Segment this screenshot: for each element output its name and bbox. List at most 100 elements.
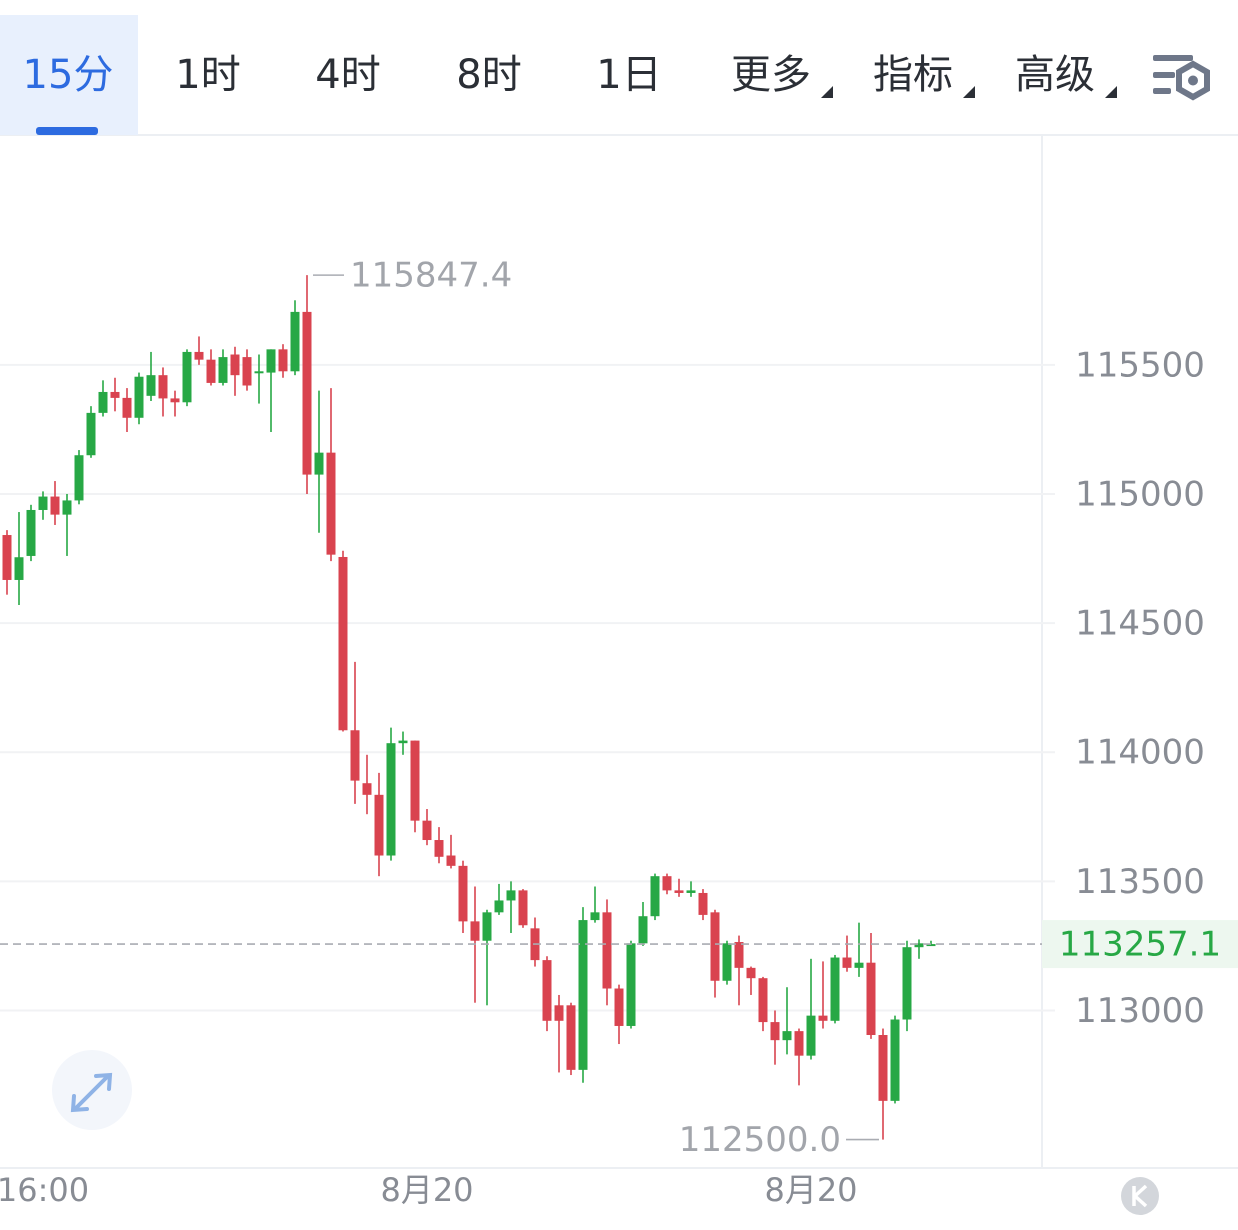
y-tick-label: 115500 (1075, 345, 1205, 385)
tab-active-bg (0, 15, 138, 135)
candle-body (890, 1019, 900, 1101)
expand-button[interactable] (52, 1050, 132, 1130)
candle-body (2, 535, 12, 580)
x-tick-label: 16:00 (0, 1171, 89, 1209)
tab-label: 更多 (731, 52, 811, 98)
candle-body (734, 942, 744, 968)
tab[interactable]: 8时 (456, 52, 521, 98)
candle-body (686, 890, 696, 893)
candle-body (122, 397, 132, 418)
candle-body (722, 943, 732, 981)
candle-body (926, 944, 936, 947)
tab[interactable]: 15分 (0, 15, 138, 135)
tab-label: 1日 (596, 52, 661, 98)
candle-body (170, 398, 180, 403)
candle-body (206, 359, 216, 383)
tab-label: 1时 (175, 52, 240, 98)
tab[interactable]: 1日 (596, 52, 661, 98)
tab-label: 指标 (873, 52, 953, 98)
candle-body (578, 920, 588, 1070)
candle-body (710, 912, 720, 981)
tab[interactable]: 高级 (1015, 52, 1117, 98)
candle-body (806, 1015, 816, 1056)
candle-body (38, 496, 48, 510)
candle-body (254, 371, 264, 374)
candle-body (338, 556, 348, 731)
candle-body (662, 876, 672, 891)
icon-bar (1153, 55, 1193, 61)
tab-label: 4时 (315, 52, 380, 98)
candle-body (650, 876, 660, 917)
candle-body (638, 916, 648, 944)
dropdown-caret (821, 86, 833, 98)
y-tick-label: 114000 (1075, 733, 1205, 773)
candle-body (146, 375, 156, 396)
candle-body (518, 890, 528, 926)
candle-body (818, 1015, 828, 1021)
candle-body (482, 912, 492, 941)
candle-body (410, 740, 420, 821)
candle-body (74, 455, 84, 501)
candle-body (470, 921, 480, 941)
candle-body (182, 351, 192, 403)
candle-body (386, 743, 396, 856)
candle-body (350, 730, 360, 781)
candle-body (842, 957, 852, 968)
candle-body (278, 349, 288, 372)
icon-bar (1153, 88, 1171, 94)
candle-body (326, 452, 336, 555)
settings-icon[interactable] (1153, 55, 1210, 101)
candle-body (770, 1022, 780, 1041)
high-marker-label: 115847.4 (350, 256, 512, 296)
tab[interactable]: 4时 (315, 52, 380, 98)
candle-body (542, 960, 552, 1021)
candle-body (506, 890, 516, 901)
icon-dot (1188, 75, 1198, 86)
candle-body (110, 391, 120, 398)
candle-body (194, 351, 204, 360)
candle-body (458, 865, 468, 922)
y-tick-label: 115000 (1075, 474, 1205, 514)
candle-body (362, 783, 372, 795)
candle-body (698, 892, 708, 915)
k-button[interactable] (1121, 1177, 1159, 1215)
tab-indicator (36, 127, 98, 135)
candle-body (758, 978, 768, 1023)
candle-body (14, 557, 24, 580)
k-glyph (1132, 1184, 1148, 1208)
expand-arrows (70, 1072, 113, 1113)
candle-body (314, 452, 324, 475)
candle-body (218, 357, 228, 383)
candle-body (242, 357, 252, 386)
candle-body (134, 376, 144, 418)
candle-body (902, 947, 912, 1020)
candle-body (398, 740, 408, 744)
candle-body (614, 988, 624, 1026)
tab[interactable]: 更多 (731, 52, 833, 98)
tab[interactable]: 指标 (873, 52, 975, 98)
candle-body (674, 890, 684, 893)
candle-body (50, 496, 60, 515)
candle-body (794, 1031, 804, 1056)
candle-body (602, 912, 612, 989)
last-price-label: 113257.1 (1059, 925, 1221, 965)
k-bg (1121, 1177, 1159, 1215)
candle-body (230, 354, 240, 376)
candle-body (374, 794, 384, 856)
candle-body (782, 1031, 792, 1041)
candle-body (302, 311, 312, 475)
candle-body (86, 412, 96, 456)
y-tick-label: 113500 (1075, 862, 1205, 902)
candle-body (158, 375, 168, 399)
tab[interactable]: 1时 (175, 52, 240, 98)
y-tick-label: 113000 (1075, 991, 1205, 1031)
candle-body (590, 912, 600, 921)
dropdown-caret (963, 86, 975, 98)
candle-body (566, 1005, 576, 1070)
candle-body (830, 957, 840, 1021)
candle-body (98, 391, 108, 413)
tab-label: 8时 (456, 52, 521, 98)
x-tick-label: 8月20 (380, 1171, 473, 1209)
candle-body (266, 349, 276, 373)
